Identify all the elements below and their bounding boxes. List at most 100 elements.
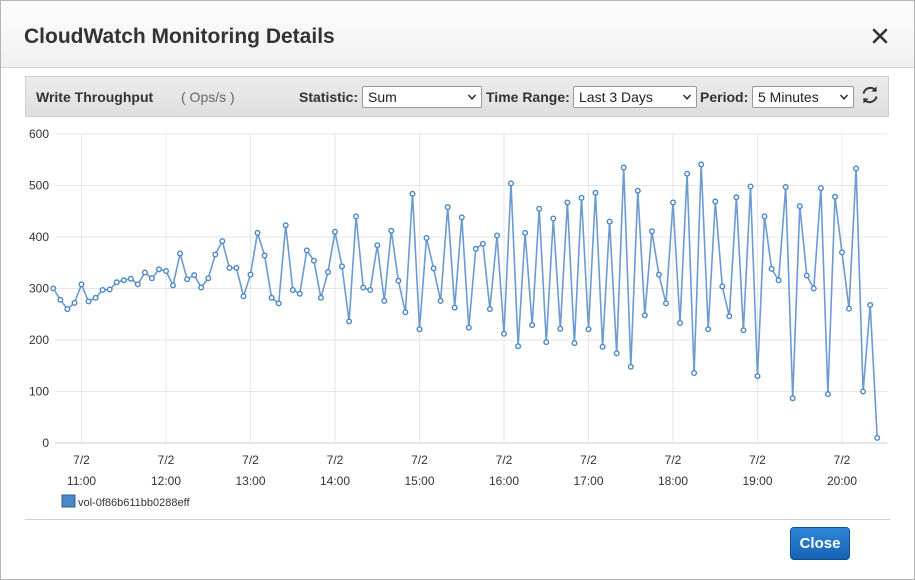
data-point bbox=[106, 286, 113, 293]
x-tick-time-label: 12:00 bbox=[151, 474, 181, 488]
data-point bbox=[388, 227, 395, 234]
x-tick-date-label: 7/2 bbox=[242, 453, 259, 467]
data-point bbox=[719, 283, 726, 290]
legend-swatch bbox=[61, 494, 76, 508]
time-range-select[interactable]: Last 3 Days bbox=[573, 86, 697, 108]
data-point bbox=[670, 199, 677, 206]
data-point bbox=[634, 187, 641, 194]
data-point bbox=[501, 330, 508, 337]
data-point bbox=[289, 286, 296, 293]
data-point bbox=[177, 250, 184, 257]
x-tick-time-label: 17:00 bbox=[573, 474, 603, 488]
data-point bbox=[486, 306, 493, 313]
data-point bbox=[113, 279, 120, 286]
data-point bbox=[226, 264, 233, 271]
close-button[interactable]: Close bbox=[790, 527, 850, 560]
data-point bbox=[78, 281, 85, 288]
data-point bbox=[768, 265, 775, 272]
y-tick-label: 300 bbox=[29, 282, 49, 296]
metric-name: Write Throughput bbox=[36, 89, 154, 105]
data-point bbox=[684, 170, 691, 177]
data-point bbox=[585, 326, 592, 333]
time-range-value: Last 3 Days bbox=[579, 89, 653, 105]
data-point bbox=[620, 164, 627, 171]
refresh-icon[interactable] bbox=[859, 84, 881, 106]
data-point bbox=[296, 290, 303, 297]
data-point bbox=[564, 199, 571, 206]
data-point bbox=[254, 229, 261, 236]
data-point bbox=[367, 286, 374, 293]
x-tick-date-label: 7/2 bbox=[411, 453, 428, 467]
period-select[interactable]: 5 Minutes bbox=[752, 86, 854, 108]
data-point bbox=[233, 264, 240, 271]
data-point bbox=[775, 277, 782, 284]
data-point bbox=[536, 205, 543, 212]
data-point bbox=[754, 373, 761, 380]
data-point bbox=[50, 285, 57, 292]
x-tick-time-label: 19:00 bbox=[742, 474, 772, 488]
data-point bbox=[430, 265, 437, 272]
data-point bbox=[92, 294, 99, 301]
data-point bbox=[846, 305, 853, 312]
data-point bbox=[57, 296, 64, 303]
data-point bbox=[444, 204, 451, 211]
data-point bbox=[437, 297, 444, 304]
data-point bbox=[663, 300, 670, 307]
data-point bbox=[162, 267, 169, 274]
chart-toolbar: Write Throughput ( Ops/s ) Statistic: Su… bbox=[25, 76, 889, 117]
data-point bbox=[796, 203, 803, 210]
data-point bbox=[810, 285, 817, 292]
data-point bbox=[874, 434, 881, 441]
data-point bbox=[353, 213, 360, 220]
data-point bbox=[803, 272, 810, 279]
data-point bbox=[606, 218, 613, 225]
data-point bbox=[155, 266, 162, 273]
x-tick-time-label: 16:00 bbox=[489, 474, 519, 488]
data-point bbox=[120, 277, 127, 284]
data-point bbox=[782, 184, 789, 191]
data-point bbox=[402, 309, 409, 316]
data-point bbox=[832, 193, 839, 200]
data-point bbox=[247, 271, 254, 278]
data-point bbox=[148, 275, 155, 282]
period-label: Period: bbox=[700, 89, 749, 105]
data-point bbox=[529, 322, 536, 329]
legend-label: vol-0f86b611bb0288eff bbox=[78, 497, 190, 509]
y-tick-label: 600 bbox=[29, 127, 49, 141]
data-point bbox=[219, 238, 226, 245]
y-tick-label: 400 bbox=[29, 230, 49, 244]
data-point bbox=[712, 198, 719, 205]
data-point bbox=[550, 215, 557, 222]
data-point bbox=[261, 252, 268, 259]
data-point bbox=[423, 234, 430, 241]
data-point bbox=[395, 277, 402, 284]
chevron-down-icon bbox=[467, 94, 477, 100]
data-point bbox=[346, 318, 353, 325]
data-point bbox=[325, 268, 332, 275]
data-point bbox=[860, 388, 867, 395]
statistic-select[interactable]: Sum bbox=[362, 86, 482, 108]
close-icon[interactable] bbox=[869, 25, 891, 47]
data-point bbox=[571, 340, 578, 347]
data-point bbox=[691, 369, 698, 376]
data-point bbox=[508, 180, 515, 187]
data-point bbox=[275, 300, 282, 307]
x-tick-date-label: 7/2 bbox=[158, 453, 175, 467]
statistic-label: Statistic: bbox=[299, 89, 359, 105]
data-point bbox=[240, 293, 247, 300]
y-tick-label: 100 bbox=[29, 385, 49, 399]
data-point bbox=[99, 286, 106, 293]
data-point bbox=[677, 319, 684, 326]
y-tick-label: 500 bbox=[29, 179, 49, 193]
data-point bbox=[641, 312, 648, 319]
data-point bbox=[374, 242, 381, 249]
data-point bbox=[824, 391, 831, 398]
data-point bbox=[416, 326, 423, 333]
dialog-title: CloudWatch Monitoring Details bbox=[24, 25, 335, 48]
data-point bbox=[360, 284, 367, 291]
data-point bbox=[557, 325, 564, 332]
data-point bbox=[747, 183, 754, 190]
data-point bbox=[310, 257, 317, 264]
time-range-label: Time Range: bbox=[486, 89, 570, 105]
